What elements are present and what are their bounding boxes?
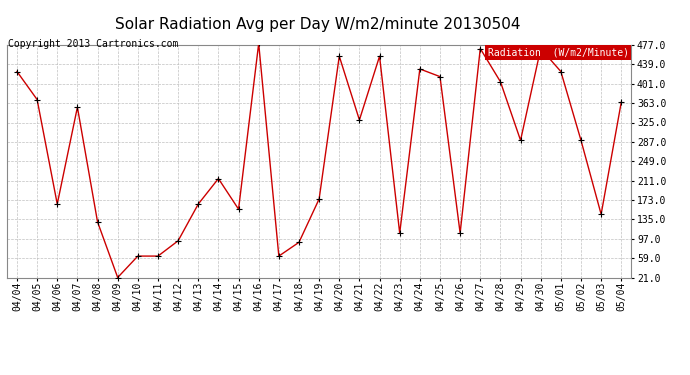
Text: Solar Radiation Avg per Day W/m2/minute 20130504: Solar Radiation Avg per Day W/m2/minute … bbox=[115, 17, 520, 32]
Text: Copyright 2013 Cartronics.com: Copyright 2013 Cartronics.com bbox=[8, 39, 179, 50]
Text: Radiation  (W/m2/Minute): Radiation (W/m2/Minute) bbox=[488, 48, 629, 58]
